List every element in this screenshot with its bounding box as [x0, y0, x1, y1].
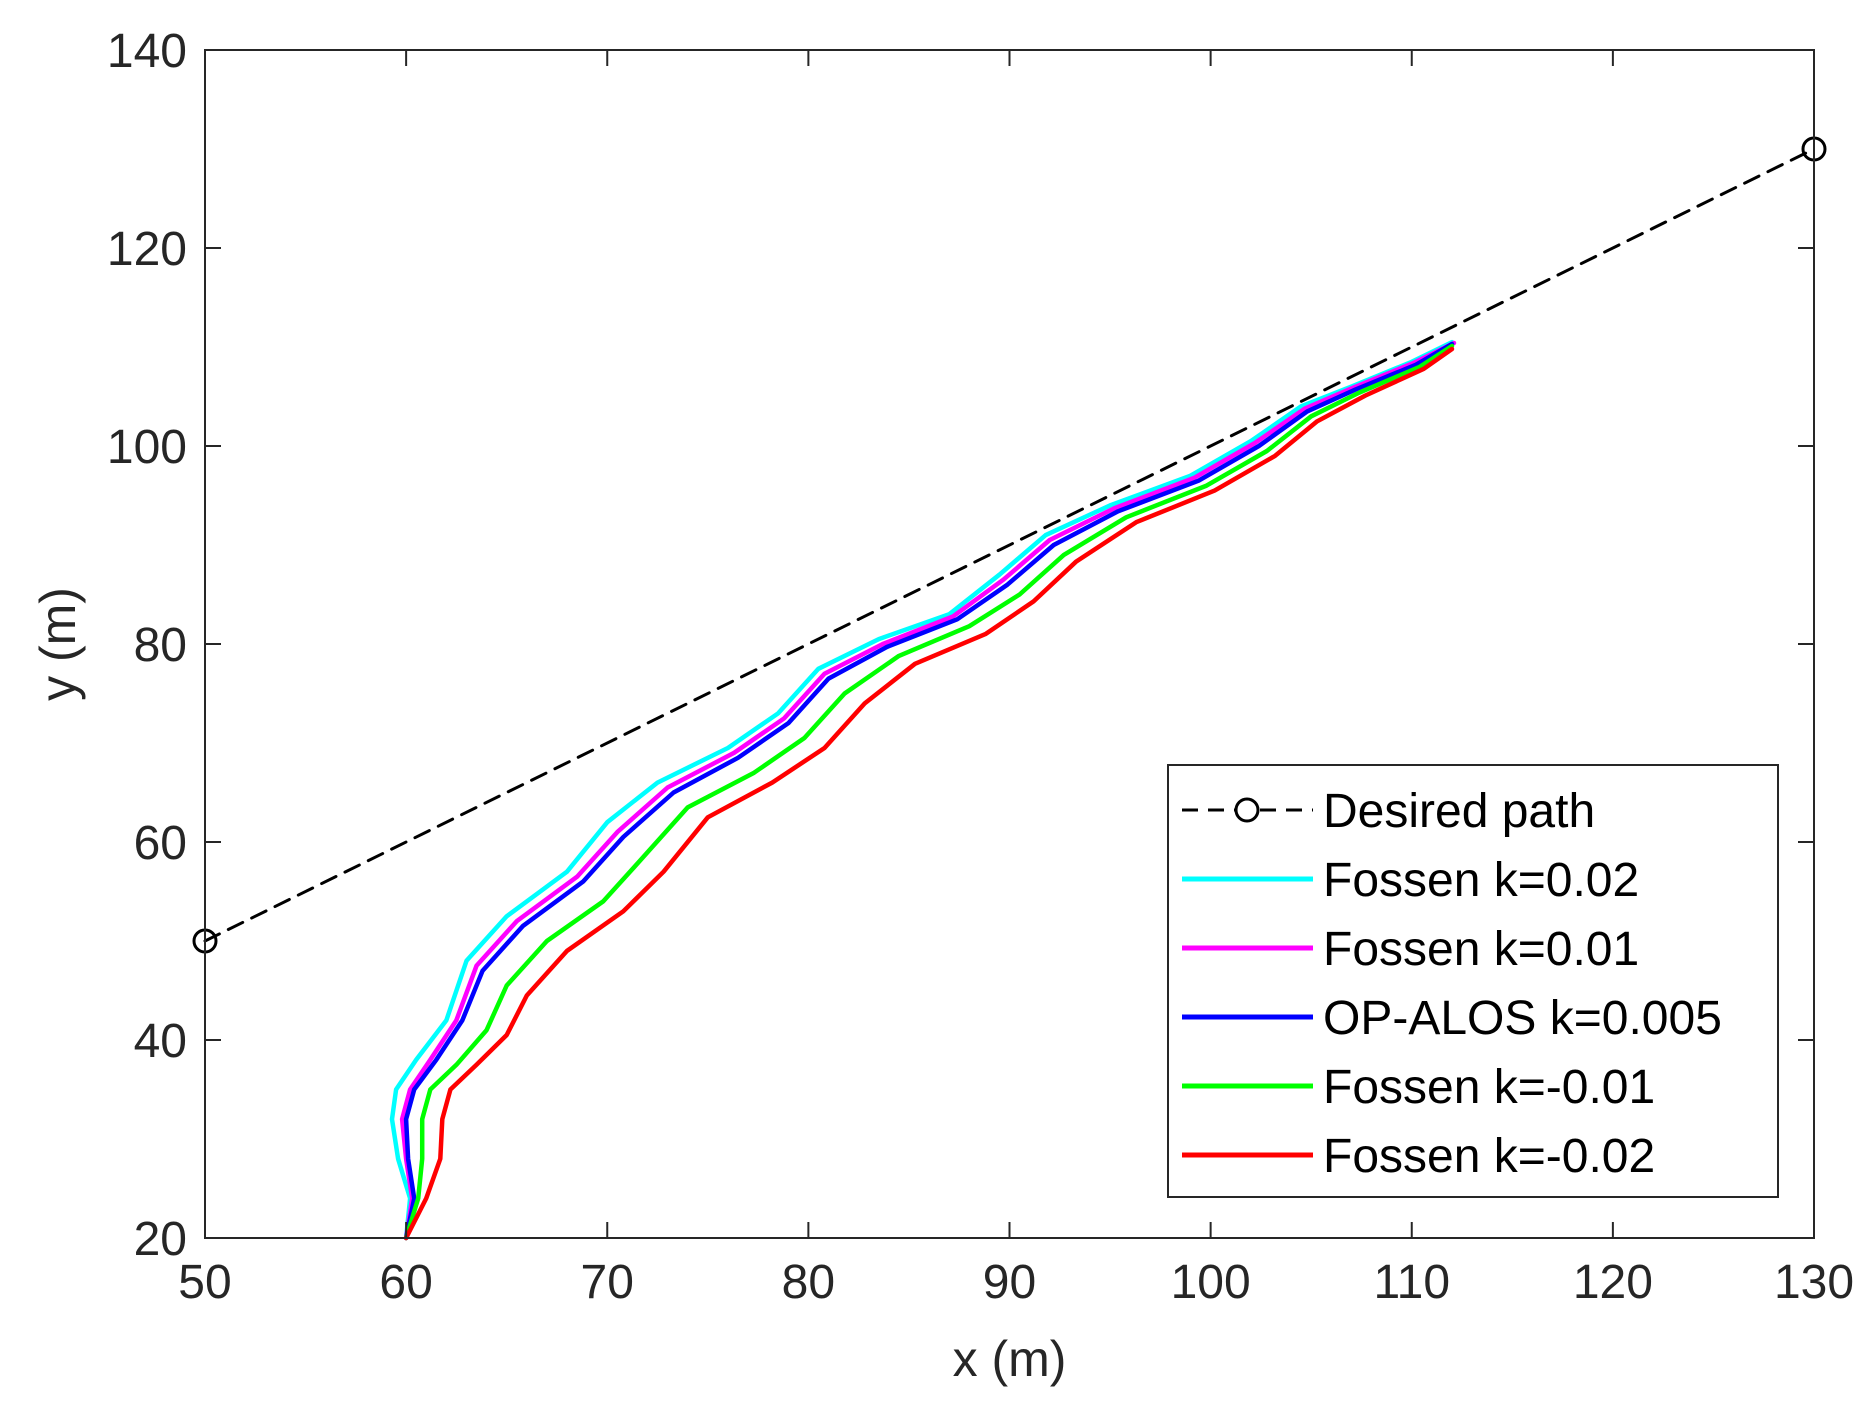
x-tick-label: 90: [983, 1256, 1036, 1309]
y-axis-label: y (m): [30, 587, 86, 701]
y-tick-label: 20: [134, 1213, 187, 1266]
y-tick-label: 140: [107, 25, 187, 78]
legend-entry-fossen-k-0-02: Fossen k=0.02: [1182, 854, 1639, 907]
legend-entry-fossen-k-neg-0-01: Fossen k=-0.01: [1182, 1061, 1655, 1114]
series-line-fossen-k-0-02-5: [403, 346, 1455, 1241]
legend-entry-fossen-k-neg-0-02: Fossen k=-0.02: [1182, 1130, 1655, 1183]
legend-marker-desired-path: [1234, 797, 1260, 823]
legend-box: [1167, 764, 1779, 1198]
legend-label-desired-path: Desired path: [1323, 785, 1595, 838]
y-tick-label: 120: [107, 223, 187, 276]
series-layer: [192, 136, 1827, 1241]
series-line-fossen-k-0-01-4: [403, 343, 1455, 1241]
x-tick-label: 130: [1774, 1256, 1854, 1309]
x-tick-label: 50: [178, 1256, 231, 1309]
x-tick-label: 100: [1171, 1256, 1251, 1309]
series-line-op-alos-k-0-005-3: [403, 341, 1455, 1241]
x-tick-label: 70: [581, 1256, 634, 1309]
legend: Desired path Fossen k=0.02 Fossen k=0.01…: [1167, 764, 1779, 1198]
series-line-fossen-k-0-02-1: [389, 339, 1455, 1241]
series-line-desired-path-0: [203, 147, 1816, 943]
legend-entry-op-alos-k-0-005: OP-ALOS k=0.005: [1182, 992, 1722, 1045]
y-tick-label: 100: [107, 421, 187, 474]
legend-label-fossen-k-neg-0-02: Fossen k=-0.02: [1323, 1130, 1655, 1183]
legend-label-fossen-k-0-01: Fossen k=0.01: [1323, 923, 1639, 976]
legend-entry-desired-path: Desired path: [1182, 785, 1595, 838]
x-axis-label: x (m): [953, 1331, 1067, 1387]
legend-label-fossen-k-0-02: Fossen k=0.02: [1323, 854, 1639, 907]
x-tick-label: 120: [1573, 1256, 1653, 1309]
x-tick-label: 60: [379, 1256, 432, 1309]
y-tick-label: 80: [134, 619, 187, 672]
y-tick-label: 40: [134, 1015, 187, 1068]
legend-label-fossen-k-neg-0-01: Fossen k=-0.01: [1323, 1061, 1655, 1114]
x-tick-label: 80: [782, 1256, 835, 1309]
legend-label-op-alos-k-0-005: OP-ALOS k=0.005: [1323, 992, 1722, 1045]
x-tick-label: 110: [1373, 1256, 1450, 1309]
series-line-fossen-k-0-01-2: [399, 340, 1457, 1241]
ticks-layer: 50 60 70 80 90 100 110 120 130 20 40 60 80 100 120 140: [107, 25, 1854, 1309]
legend-entry-fossen-k-0-01: Fossen k=0.01: [1182, 923, 1639, 976]
y-tick-label: 60: [134, 817, 187, 870]
